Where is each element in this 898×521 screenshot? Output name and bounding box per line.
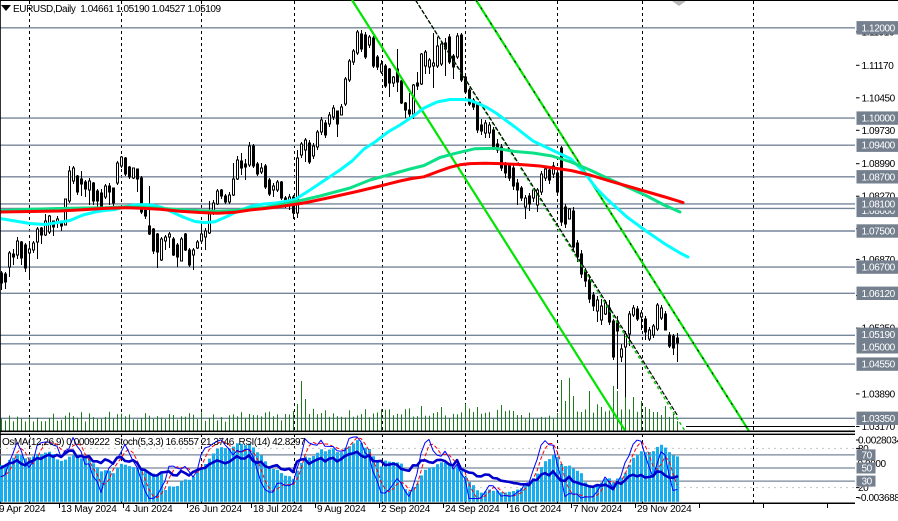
svg-text:1.05000: 1.05000 bbox=[862, 342, 896, 353]
svg-text:1.10450: 1.10450 bbox=[862, 93, 896, 104]
svg-text:30: 30 bbox=[862, 477, 873, 488]
svg-text:13 May 2024: 13 May 2024 bbox=[61, 504, 117, 515]
svg-text:1.11170: 1.11170 bbox=[862, 61, 895, 72]
svg-text:4 Jun 2024: 4 Jun 2024 bbox=[125, 504, 173, 515]
svg-text:1.04550: 1.04550 bbox=[862, 360, 896, 371]
svg-text:1.06700: 1.06700 bbox=[862, 263, 896, 274]
svg-text:1.08100: 1.08100 bbox=[862, 199, 896, 210]
svg-text:9 Apr 2024: 9 Apr 2024 bbox=[0, 504, 46, 515]
svg-text:70: 70 bbox=[862, 450, 873, 461]
svg-text:1.08000: 1.08000 bbox=[862, 206, 896, 217]
svg-text:1.12000: 1.12000 bbox=[862, 23, 896, 34]
svg-text:18 Jul 2024: 18 Jul 2024 bbox=[253, 504, 303, 515]
svg-text:1.03890: 1.03890 bbox=[862, 389, 896, 400]
svg-text:1.09730: 1.09730 bbox=[862, 126, 896, 137]
svg-text:9 Aug 2024: 9 Aug 2024 bbox=[317, 504, 366, 515]
svg-text:24 Sep 2024: 24 Sep 2024 bbox=[445, 504, 500, 515]
svg-text:1.07500: 1.07500 bbox=[862, 227, 896, 238]
svg-text:16 Oct 2024: 16 Oct 2024 bbox=[509, 504, 562, 515]
svg-text:1.03350: 1.03350 bbox=[862, 414, 896, 425]
svg-text:7 Nov 2024: 7 Nov 2024 bbox=[573, 504, 623, 515]
svg-text:1.10000: 1.10000 bbox=[862, 114, 896, 125]
svg-text:50: 50 bbox=[862, 464, 873, 475]
svg-text:1.08990: 1.08990 bbox=[862, 159, 896, 170]
svg-text:1.06120: 1.06120 bbox=[862, 289, 896, 300]
svg-text:1.05190: 1.05190 bbox=[862, 330, 896, 341]
svg-text:1.03170: 1.03170 bbox=[862, 422, 896, 433]
svg-text:2 Sep 2024: 2 Sep 2024 bbox=[381, 504, 431, 515]
svg-text:1.09400: 1.09400 bbox=[862, 141, 896, 152]
svg-text:20: 20 bbox=[858, 483, 869, 494]
svg-text:EURUSD,Daily 1.04661 1.05190: EURUSD,Daily 1.04661 1.05190 1.04527 1.0… bbox=[13, 4, 222, 15]
svg-text:-0.003688: -0.003688 bbox=[858, 493, 898, 504]
svg-text:29 Nov 2024: 29 Nov 2024 bbox=[637, 504, 692, 515]
svg-text:OsMA(12,26,9) 0.0009222 Stoch: OsMA(12,26,9) 0.0009222 Stoch(5,3,3) 16.… bbox=[2, 437, 306, 448]
svg-text:1.08700: 1.08700 bbox=[862, 172, 896, 183]
svg-text:0.0028034: 0.0028034 bbox=[858, 436, 898, 447]
svg-text:26 Jun 2024: 26 Jun 2024 bbox=[189, 504, 242, 515]
